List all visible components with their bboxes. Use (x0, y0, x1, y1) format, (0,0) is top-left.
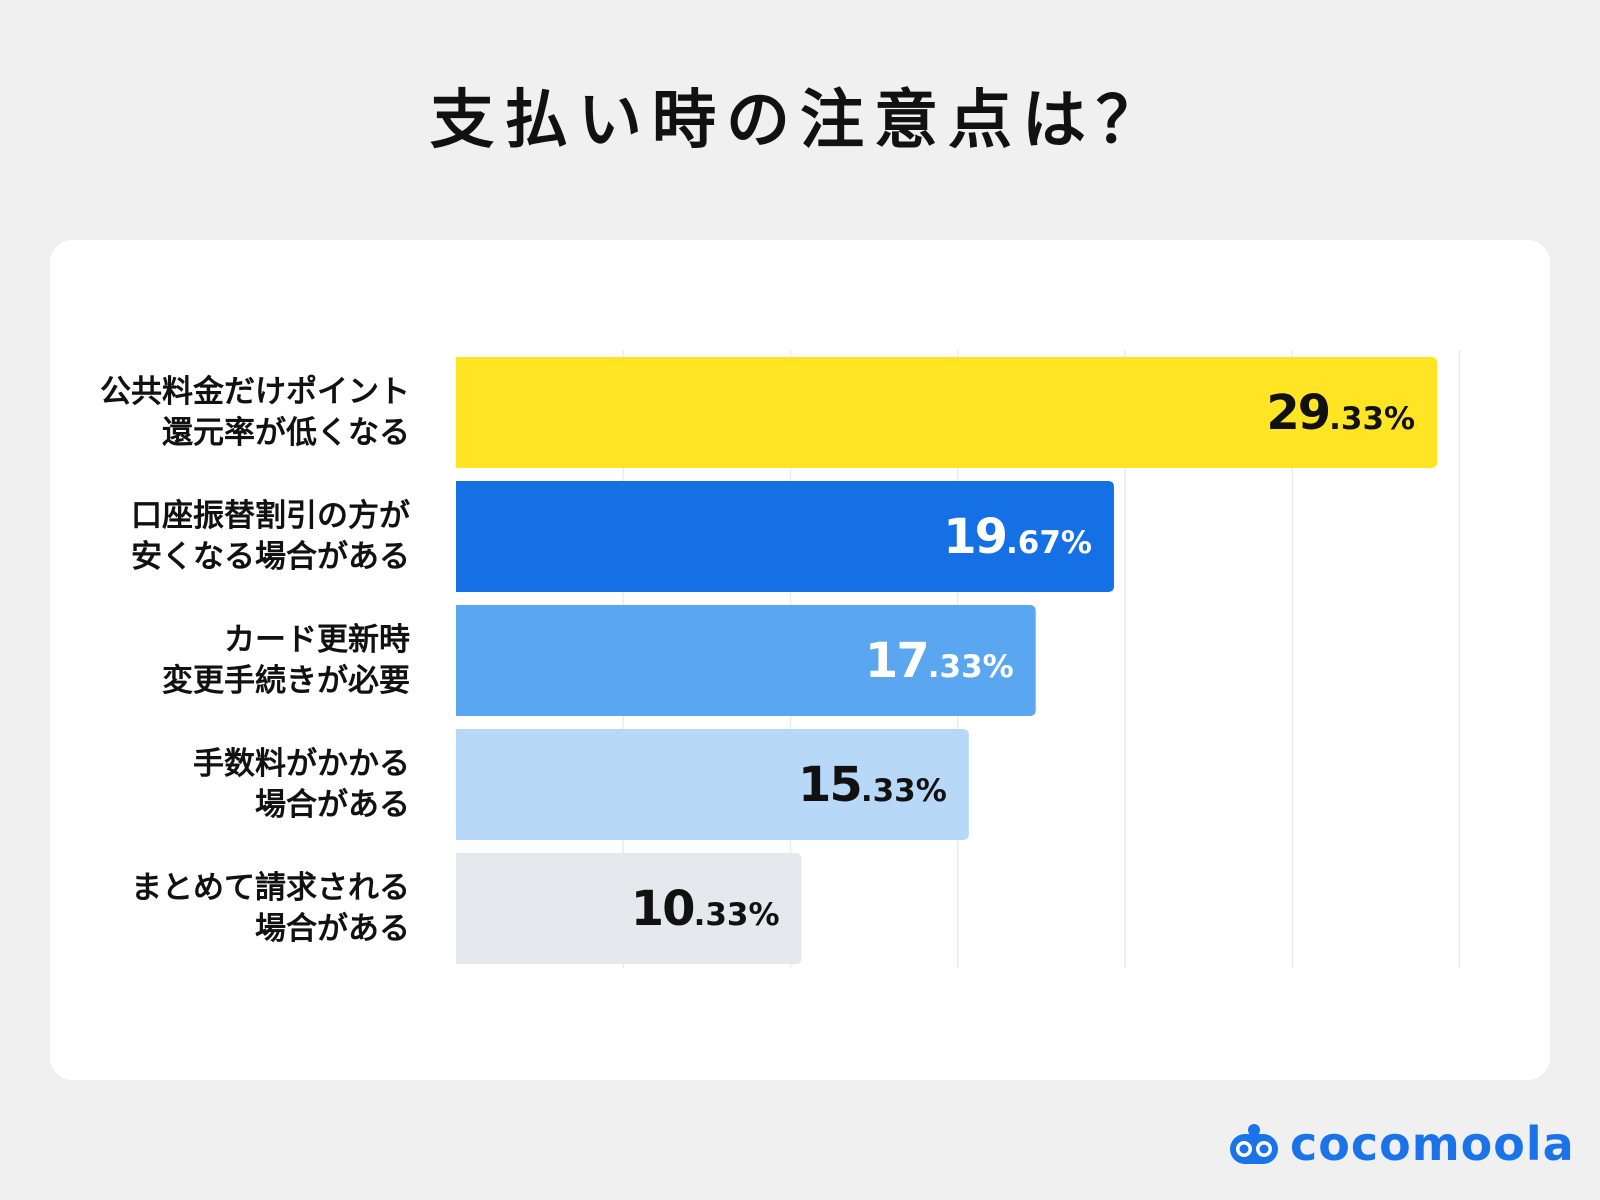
category-label-line: カード更新時 (224, 621, 410, 658)
category-label-line: 手数料がかかる (193, 745, 410, 782)
page-title: 支払い時の注意点は？ (430, 84, 1170, 158)
data-label: 10.33% (631, 884, 780, 945)
category-label-line: まとめて請求される (131, 869, 410, 906)
category-label-line: 還元率が低くなる (162, 414, 410, 451)
category-label: 手数料がかかる場合がある (50, 744, 410, 826)
category-label: まとめて請求される場合がある (50, 868, 410, 950)
data-label: 29.33% (1266, 388, 1415, 449)
data-label-decimal: .67% (1005, 524, 1092, 561)
bar (456, 853, 802, 964)
data-label-integer: 19 (943, 508, 1008, 565)
category-label-line: 公共料金だけポイント (100, 373, 410, 410)
category-label: カード更新時変更手続きが必要 (50, 620, 410, 702)
category-label: 口座振替割引の方が 安くなる場合がある (50, 496, 410, 578)
brand-name: cocomoola (1290, 1117, 1575, 1171)
data-label-integer: 10 (630, 880, 696, 937)
category-label-line: 変更手続きが必要 (162, 662, 410, 699)
brand-logo: cocomoola (1226, 1116, 1575, 1172)
data-label-integer: 15 (798, 756, 863, 813)
data-label: 17.33% (865, 636, 1014, 697)
category-label-line: 場合がある (255, 910, 410, 947)
category-label-line: 場合がある (255, 786, 410, 823)
data-label-integer: 29 (1266, 384, 1331, 441)
data-label: 19.67% (943, 512, 1092, 573)
bar (456, 357, 1438, 468)
category-label-line: 口座振替割引の方が (131, 497, 410, 534)
category-label-line: 安くなる場合がある (131, 538, 410, 575)
category-label: 公共料金だけポイント還元率が低くなる (50, 372, 410, 454)
data-label-decimal: .33% (693, 896, 780, 933)
bars (456, 357, 1438, 964)
robot-face-icon (1230, 1124, 1278, 1164)
data-label-decimal: .33% (1329, 400, 1416, 437)
data-label-decimal: .33% (927, 648, 1014, 685)
data-label: 15.33% (798, 760, 947, 821)
data-label-integer: 17 (864, 632, 930, 689)
bar (456, 729, 969, 840)
data-label-decimal: .33% (860, 772, 947, 809)
bar (456, 605, 1036, 716)
bar (456, 481, 1114, 592)
